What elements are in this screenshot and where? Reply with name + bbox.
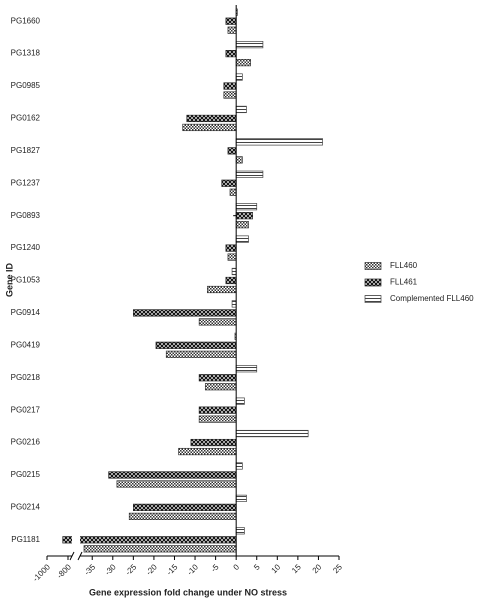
- y-tick-label: PG1053: [11, 276, 41, 285]
- bar: [231, 300, 237, 308]
- bar: [235, 105, 247, 114]
- x-tick-label: 0: [232, 562, 242, 572]
- y-tick-label: PG0216: [11, 438, 41, 447]
- x-tick-label: 20: [311, 562, 324, 575]
- bar: [207, 285, 237, 294]
- y-tick-label: PG1660: [11, 16, 41, 25]
- y-tick-label: PG1240: [11, 243, 41, 252]
- legend-swatch: [364, 278, 382, 287]
- x-tick-label: -30: [103, 562, 118, 577]
- x-tick-label: -25: [124, 562, 139, 577]
- bar: [83, 545, 237, 553]
- bar: [235, 212, 253, 220]
- y-tick-label: PG0217: [11, 405, 41, 414]
- x-tick-label: 25: [331, 562, 344, 575]
- bar: [235, 527, 245, 535]
- x-tick-label: 10: [270, 562, 283, 575]
- bar: [235, 235, 249, 243]
- bar: [225, 276, 237, 285]
- bar: [182, 123, 237, 132]
- y-tick-label: PG0215: [11, 470, 41, 479]
- x-tick-label: -35: [83, 562, 98, 577]
- y-tick-label: PG0218: [11, 373, 41, 382]
- bar: [225, 17, 237, 25]
- bar: [155, 341, 237, 349]
- bar: [235, 397, 245, 405]
- bar: [198, 415, 237, 423]
- bar: [204, 383, 237, 391]
- bar: [225, 50, 237, 58]
- legend-label: FLL461: [390, 278, 418, 287]
- bar: [227, 26, 237, 34]
- bar: [198, 406, 237, 414]
- bar: [133, 503, 237, 511]
- y-tick-label: PG1318: [11, 49, 41, 58]
- bar: [133, 309, 237, 317]
- x-tick-label: -1000: [31, 562, 52, 583]
- x-axis-label: Gene expression fold change under NO str…: [89, 587, 287, 597]
- bar: [221, 179, 237, 187]
- x-tick-label: -800: [55, 562, 73, 580]
- x-tick-label: 5: [252, 562, 262, 572]
- bar: [235, 73, 243, 81]
- y-tick-label: PG1827: [11, 146, 41, 155]
- legend-label: Complemented FLL460: [390, 294, 474, 303]
- axis-break: [72, 5, 80, 562]
- y-tick-label: PG0893: [11, 211, 41, 220]
- bar: [229, 188, 237, 196]
- bar: [190, 438, 237, 447]
- x-tick-label: -10: [185, 562, 200, 577]
- x-tick-label: 15: [290, 562, 303, 575]
- bar: [165, 350, 237, 358]
- y-tick-label: PG1237: [11, 178, 41, 187]
- bar: [235, 494, 247, 502]
- bar: [116, 480, 237, 488]
- bar: [235, 170, 264, 178]
- bar: [108, 471, 237, 479]
- y-tick-label: PG0162: [11, 114, 41, 123]
- bar: [223, 91, 237, 99]
- x-tick-label: -5: [209, 562, 221, 574]
- bar: [235, 462, 243, 470]
- x-tick-label: -20: [144, 562, 159, 577]
- y-tick-label: PG0914: [11, 308, 41, 317]
- bar: [62, 536, 237, 544]
- y-tick-label: PG0985: [11, 81, 41, 90]
- bar: [235, 429, 309, 438]
- y-tick-label: PG0419: [11, 340, 41, 349]
- bar: [235, 221, 249, 229]
- bar: [198, 374, 237, 382]
- y-tick-label: PG1181: [11, 535, 40, 544]
- bar: [227, 253, 237, 261]
- bar: [128, 512, 237, 520]
- bar: [223, 82, 237, 90]
- bar: [235, 203, 258, 211]
- bar: [235, 365, 258, 373]
- legend-swatch: [364, 295, 382, 303]
- bar: [227, 147, 237, 155]
- bar: [225, 244, 237, 252]
- bar: [235, 156, 243, 164]
- bar: [198, 318, 237, 326]
- bar: [178, 447, 237, 456]
- legend-swatch: [364, 262, 382, 270]
- y-tick-label: PG0214: [11, 502, 41, 511]
- bar: [235, 138, 323, 146]
- bar: [235, 41, 264, 49]
- x-tick-label: -15: [165, 562, 180, 577]
- bar: [186, 114, 237, 123]
- y-axis-label: Gene ID: [4, 262, 14, 297]
- bar: [231, 267, 237, 276]
- legend-label: FLL460: [390, 261, 418, 270]
- bar: [235, 59, 251, 67]
